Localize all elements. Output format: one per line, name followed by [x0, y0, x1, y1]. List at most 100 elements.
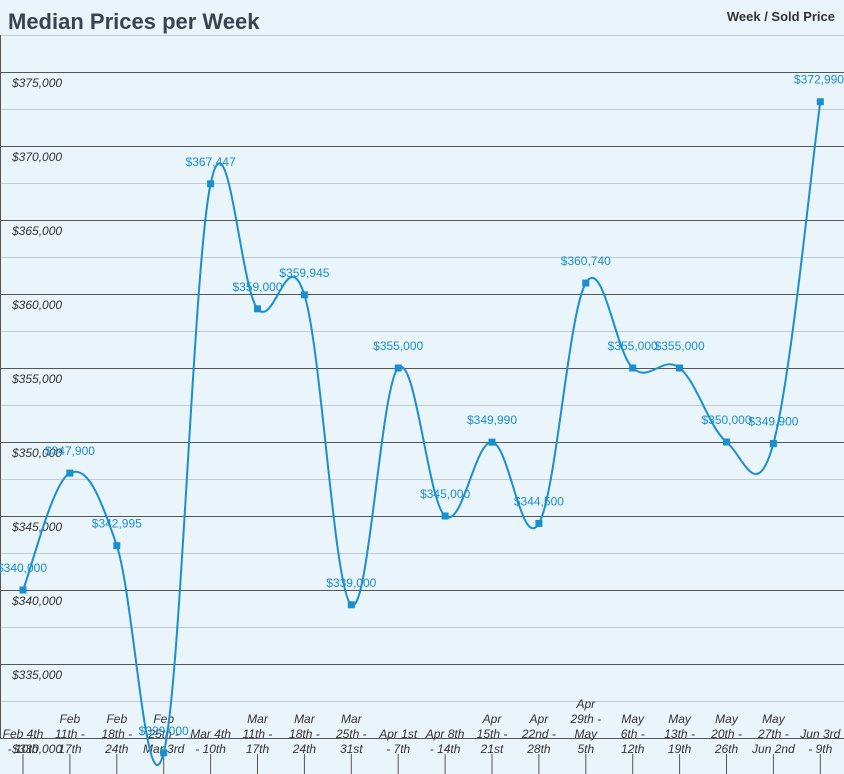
x-tick-label: Apr [529, 712, 550, 726]
x-tick-label: Mar [247, 712, 269, 726]
grid [0, 35, 844, 739]
chart-title: Median Prices per Week [8, 9, 260, 34]
data-point [769, 439, 777, 447]
data-point [347, 601, 355, 609]
x-tick-label: May [762, 712, 786, 726]
data-point [66, 469, 74, 477]
y-axis: $330,000 $335,000 $340,000 $345,000 $350,000… [11, 76, 62, 756]
data-point [441, 512, 449, 520]
x-tick-label: 11th - [55, 727, 85, 741]
data-point [300, 291, 308, 299]
data-point [207, 180, 215, 188]
y-tick-label: $330,000 [11, 742, 62, 756]
data-label: $342,995 [92, 517, 142, 531]
x-tick-label: Apr 1st [378, 727, 418, 741]
x-tick-label: - 7th [386, 742, 410, 756]
x-tick-label: 24th [104, 742, 129, 756]
data-point [629, 364, 637, 372]
data-point [488, 438, 496, 446]
x-tick-label: 6th - [621, 727, 645, 741]
data-point [535, 519, 543, 527]
x-tick-label: May [668, 712, 692, 726]
data-label: $349,900 [748, 414, 798, 428]
x-tick-label: May [574, 727, 598, 741]
y-tick-label: $360,000 [11, 298, 62, 312]
data-label: $344,500 [514, 494, 564, 508]
legend-label: Week / Sold Price [727, 9, 835, 24]
data-point [160, 749, 168, 757]
x-tick-label: May [621, 712, 645, 726]
x-tick-label: May [715, 712, 739, 726]
x-tick-label: 28th [526, 742, 551, 756]
x-tick-label: 27th - [757, 727, 789, 741]
y-tick-label: $335,000 [11, 668, 62, 682]
x-tick-label: Mar [294, 712, 316, 726]
data-point [723, 438, 730, 446]
y-tick-label: $370,000 [11, 150, 62, 164]
data-label: $355,000 [373, 339, 423, 353]
y-tick-label: $355,000 [11, 372, 62, 386]
data-label: $349,990 [467, 413, 517, 427]
x-tick-label: 5th [577, 742, 594, 756]
data-label: $360,740 [561, 254, 611, 268]
data-label: $340,000 [0, 561, 47, 575]
data-label: $329,000 [139, 724, 189, 738]
data-label: $350,000 [701, 413, 751, 427]
x-tick-label: 19th [668, 742, 692, 756]
data-label: $339,000 [326, 576, 376, 590]
data-label: $355,000 [655, 339, 705, 353]
data-label: $347,900 [45, 444, 95, 458]
data-point [394, 364, 402, 372]
data-point [113, 542, 121, 550]
y-tick-label: $345,000 [11, 520, 62, 534]
data-label: $345,000 [420, 487, 470, 501]
data-point [19, 586, 27, 594]
x-tick-label: Feb [60, 712, 81, 726]
x-tick-label: 26th [714, 742, 739, 756]
x-tick-label: Jun 2nd [751, 742, 795, 756]
x-tick-label: 21st [480, 742, 504, 756]
x-tick-label: Apr [575, 697, 596, 711]
x-tick-label: - 10th [195, 742, 226, 756]
x-tick-label: 18th - [101, 727, 132, 741]
x-tick-label: Mar 4th [190, 727, 231, 741]
x-tick-label: 12th [621, 742, 645, 756]
x-tick-label: - 14th [430, 742, 461, 756]
data-labels: $340,000 $347,900 $342,995 $329,000 $367,447… [0, 73, 844, 738]
x-tick-label: 29th - [569, 712, 601, 726]
x-tick-label: Feb [106, 712, 127, 726]
y-tick-label: $340,000 [11, 594, 62, 608]
data-label: $372,990 [794, 73, 844, 87]
x-tick-label: - 9th [808, 742, 832, 756]
x-tick-label: 25th - [147, 727, 179, 741]
x-tick-label: 24th [292, 742, 317, 756]
data-label: $359,000 [232, 280, 282, 294]
x-tick-label: 22nd - [521, 727, 556, 741]
y-tick-label: $365,000 [11, 224, 62, 238]
x-tick-label: 25th - [335, 727, 367, 741]
data-point [254, 305, 261, 313]
data-point [582, 279, 590, 287]
x-tick-label: - 10th [8, 742, 39, 756]
x-tick-label: 31st [340, 742, 363, 756]
x-tick-label: 11th - [243, 727, 273, 741]
x-tick-label: Apr 8th [425, 727, 465, 741]
x-tick-label: Jun 3rd [799, 727, 840, 741]
y-tick-label: $350,000 [11, 446, 62, 460]
x-tick-label: 17th [58, 742, 82, 756]
data-label: $355,000 [608, 339, 658, 353]
data-label: $367,447 [186, 155, 236, 169]
x-tick-label: Feb 4th [3, 727, 44, 741]
x-tick-label: 18th - [289, 727, 320, 741]
x-tick-label: 20th - [710, 727, 742, 741]
data-points [19, 98, 824, 757]
data-label: $359,945 [279, 266, 329, 280]
y-tick-label: $375,000 [11, 76, 62, 90]
x-tick-label: 13th - [664, 727, 695, 741]
x-tick-label: Apr [482, 712, 503, 726]
x-tick-label: Mar [341, 712, 363, 726]
data-point [816, 98, 824, 106]
